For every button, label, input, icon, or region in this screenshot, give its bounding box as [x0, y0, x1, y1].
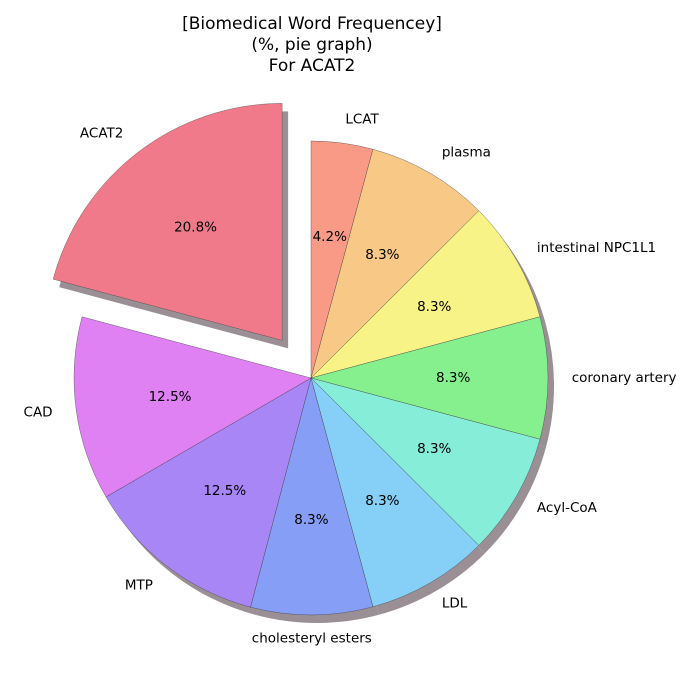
- pie-slice-mtp: [105, 377, 312, 608]
- slice-layer: [53, 103, 549, 616]
- pct-label-cholesteryl-esters: 8.3%: [294, 512, 328, 528]
- chart-title-line-3: For ACAT2: [268, 56, 356, 76]
- pie-slice-coronary-artery: [310, 316, 549, 440]
- pie-slice-cholesteryl-esters: [250, 377, 374, 616]
- pct-label-intestinal-npc1l1: 8.3%: [417, 299, 451, 315]
- slice-label-acat2: ACAT2: [80, 126, 123, 142]
- slice-label-mtp: MTP: [125, 577, 153, 593]
- label-layer: 4.2% LCAT 8.3% plasma 8.3% intestinal NPC1L1 8…: [24, 112, 677, 647]
- pct-label-lcat: 4.2%: [313, 229, 347, 245]
- pct-label-plasma: 8.3%: [365, 247, 399, 263]
- pie-slice-acyl-coa: [310, 377, 541, 546]
- pct-label-ldl: 8.3%: [365, 493, 399, 509]
- pct-label-cad: 12.5%: [149, 389, 192, 405]
- pct-label-acat2: 20.8%: [174, 220, 217, 236]
- slice-label-cad: CAD: [24, 404, 53, 420]
- pct-label-mtp: 12.5%: [203, 483, 246, 499]
- pie-slice-acat2: [53, 103, 283, 341]
- pie-slice-ldl: [310, 377, 480, 607]
- slice-label-acyl-coa: Acyl-CoA: [537, 500, 598, 516]
- pie-slice-plasma: [310, 149, 480, 379]
- slice-label-coronary-artery: coronary artery: [572, 370, 677, 386]
- chart-title-line-2: (%, pie graph): [251, 35, 373, 55]
- pct-label-acyl-coa: 8.3%: [417, 441, 451, 457]
- slice-label-lcat: LCAT: [345, 112, 379, 128]
- pie-slice-intestinal-npc1l1: [310, 210, 541, 379]
- pie-slice-cad: [73, 316, 312, 498]
- slice-label-plasma: plasma: [442, 145, 491, 161]
- slice-label-ldl: LDL: [442, 596, 468, 612]
- chart-title: [Biomedical Word Frequencey] (%, pie gra…: [0, 14, 624, 77]
- slice-label-intestinal-npc1l1: intestinal NPC1L1: [537, 240, 656, 256]
- chart-title-line-1: [Biomedical Word Frequencey]: [182, 14, 442, 34]
- pct-label-coronary-artery: 8.3%: [436, 370, 470, 386]
- slice-label-cholesteryl-esters: cholesteryl esters: [252, 631, 372, 647]
